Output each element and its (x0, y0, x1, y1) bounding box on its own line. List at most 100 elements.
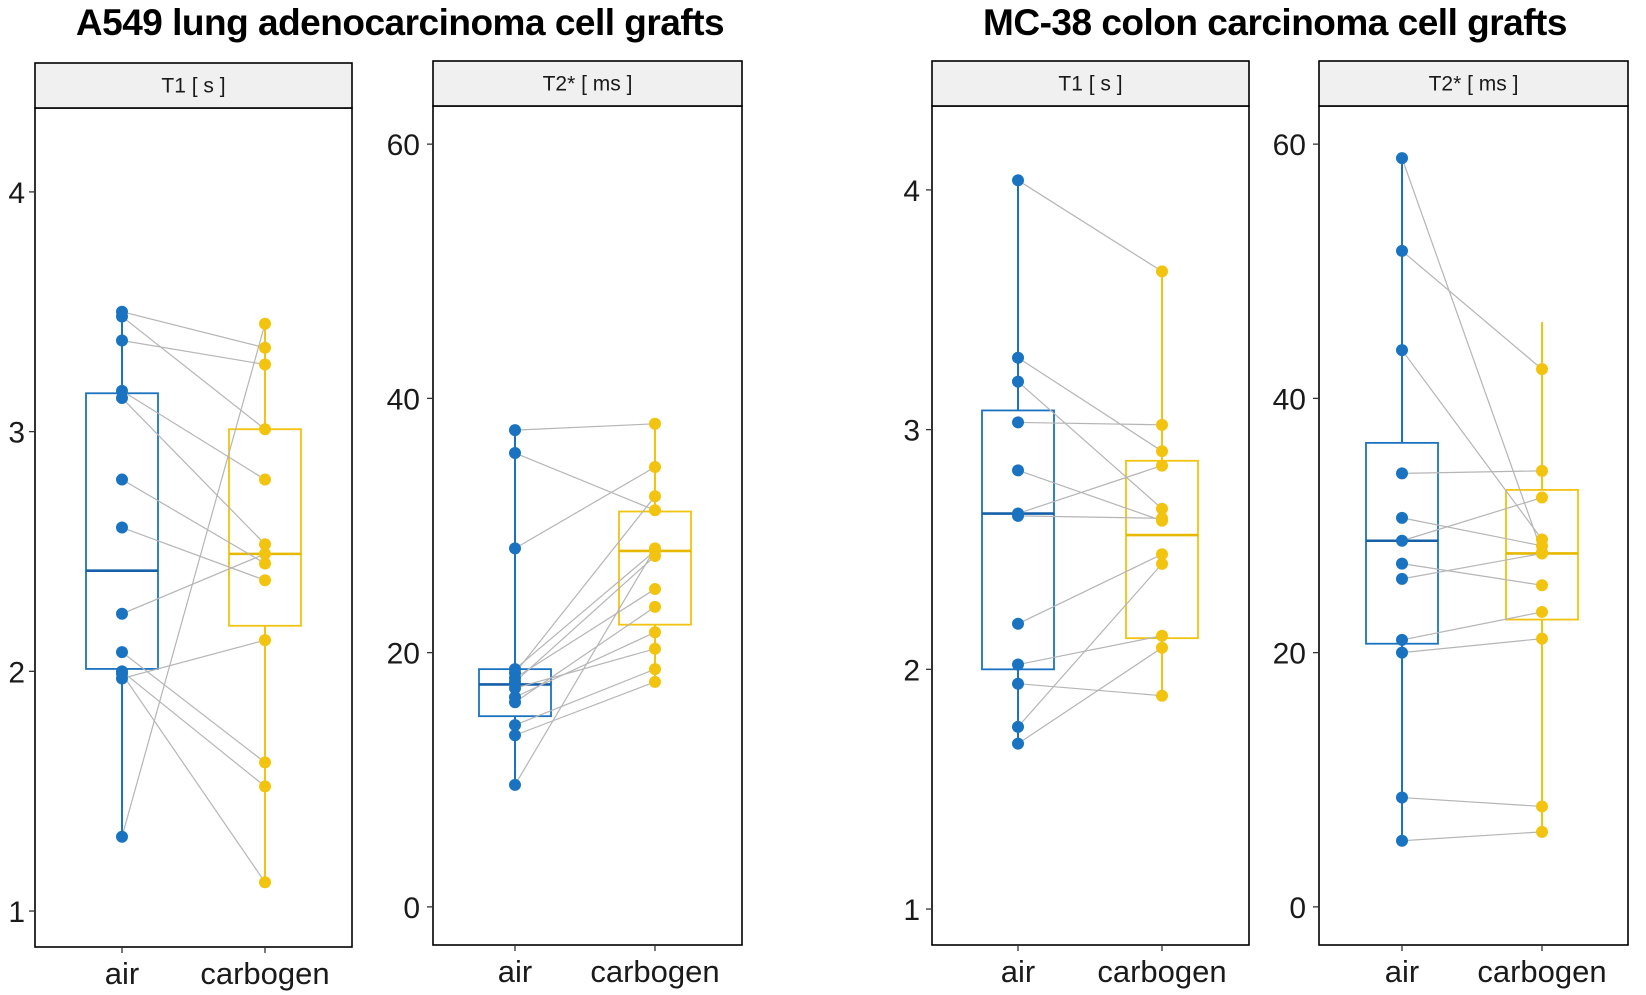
pair-line (1017, 357, 1163, 452)
point-carbogen (1536, 800, 1548, 813)
y-tick-label: 20 (387, 638, 420, 671)
pair-line (1017, 553, 1163, 625)
point-carbogen (649, 675, 661, 688)
y-tick-label: 0 (1289, 892, 1306, 925)
x-tick-label-carbogen: carbogen (590, 954, 719, 989)
panel-strip (1318, 60, 1629, 107)
pair-line (1017, 515, 1163, 519)
pair-line (121, 639, 266, 680)
panel-border (34, 107, 353, 948)
point-carbogen (1156, 265, 1168, 278)
point-carbogen (1156, 418, 1168, 431)
point-carbogen (649, 504, 661, 517)
point-carbogen (1156, 445, 1168, 458)
y-tick-label: 3 (903, 415, 920, 448)
point-carbogen (1536, 579, 1548, 592)
pair-line (121, 526, 266, 581)
point-air (1012, 677, 1024, 690)
point-carbogen (259, 341, 271, 354)
point-carbogen (1536, 547, 1548, 560)
x-tick-label-air: air (1385, 954, 1419, 989)
point-carbogen (1156, 641, 1168, 654)
pair-line (1401, 552, 1543, 580)
pair-line (514, 681, 656, 736)
y-tick-label: 40 (1273, 383, 1306, 416)
point-air (1396, 633, 1408, 646)
panel-border (432, 105, 743, 946)
point-carbogen (1156, 548, 1168, 561)
point-air (509, 778, 521, 791)
point-carbogen (259, 557, 271, 570)
pair-line (1017, 179, 1163, 272)
pair-line (1017, 635, 1163, 666)
point-air (509, 696, 521, 709)
point-carbogen (649, 490, 661, 503)
point-carbogen (259, 317, 271, 330)
point-carbogen (1536, 491, 1548, 504)
point-carbogen (259, 423, 271, 436)
x-tick-label-carbogen: carbogen (1097, 954, 1226, 989)
point-carbogen (259, 574, 271, 587)
pair-line (1017, 647, 1163, 745)
panel-a549-t2: T2* [ ms ] 0 20 40 60 air carbogen (387, 60, 743, 989)
pair-line (514, 668, 656, 726)
y-tick-label: 4 (8, 177, 25, 210)
pair-line (1401, 638, 1543, 654)
panel-strip (931, 60, 1250, 107)
pair-line (121, 397, 266, 545)
point-carbogen (259, 780, 271, 793)
pair-line (121, 479, 266, 564)
point-air (1012, 464, 1024, 477)
pair-line (514, 495, 656, 674)
point-air (116, 473, 128, 486)
point-carbogen (259, 473, 271, 486)
point-air (1396, 572, 1408, 585)
pair-line (514, 452, 656, 511)
pair-line (121, 553, 266, 615)
pair-line (121, 670, 266, 787)
point-air (1396, 534, 1408, 547)
pair-line (121, 651, 266, 763)
point-air (1396, 834, 1408, 847)
x-tick-label-carbogen: carbogen (1477, 954, 1606, 989)
pair-line (514, 423, 656, 431)
point-carbogen (1536, 464, 1548, 477)
point-air (116, 334, 128, 347)
panel-mc38-t2: T2* [ ms ] 0 20 40 60 air carbogen (1273, 60, 1629, 989)
point-air (1012, 375, 1024, 388)
panel-strip (34, 62, 353, 109)
point-air (1396, 646, 1408, 659)
pair-line (1401, 250, 1543, 370)
group-title-a549: A549 lung adenocarcinoma cell grafts (75, 2, 725, 43)
point-air (116, 672, 128, 685)
point-carbogen (1536, 632, 1548, 645)
point-carbogen (259, 876, 271, 889)
y-tick-label: 1 (8, 896, 25, 929)
point-air (509, 447, 521, 460)
point-air (116, 310, 128, 323)
point-air (1396, 344, 1408, 357)
pair-line (1401, 517, 1543, 547)
point-carbogen (1156, 557, 1168, 570)
pair-line (1017, 421, 1163, 426)
point-carbogen (649, 642, 661, 655)
point-carbogen (259, 538, 271, 551)
point-air (1396, 791, 1408, 804)
point-air (509, 719, 521, 732)
pair-line (1401, 496, 1543, 542)
panel-strip (432, 60, 743, 107)
point-carbogen (1536, 363, 1548, 376)
point-air (1012, 351, 1024, 364)
y-tick-label: 60 (387, 129, 420, 162)
x-tick-label-air: air (105, 956, 139, 991)
x-tick-label-carbogen: carbogen (200, 956, 329, 991)
point-air (1012, 174, 1024, 187)
pair-line (514, 548, 656, 786)
point-air (1396, 152, 1408, 165)
point-air (116, 607, 128, 620)
point-carbogen (259, 358, 271, 371)
point-carbogen (649, 583, 661, 596)
y-tick-label: 4 (903, 175, 920, 208)
panel-border (931, 105, 1250, 946)
point-air (1012, 617, 1024, 630)
